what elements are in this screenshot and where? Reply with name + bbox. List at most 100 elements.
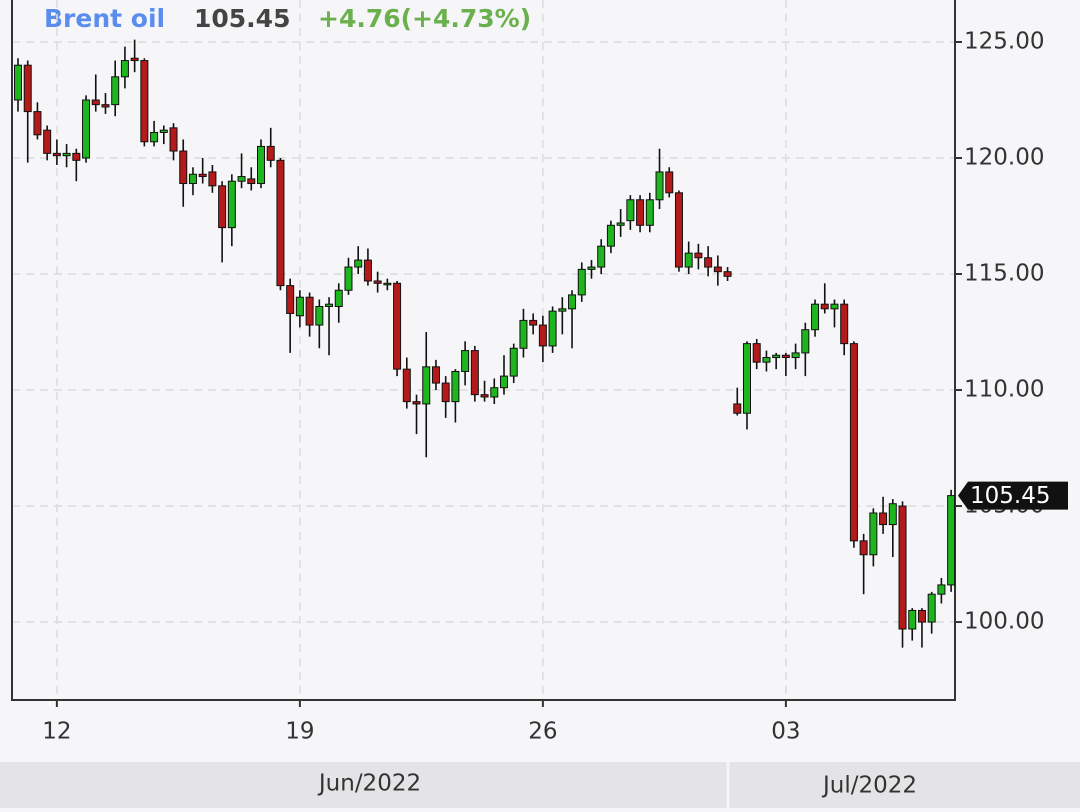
candle-body	[538, 324, 547, 347]
month-label: Jul/2022	[821, 773, 917, 799]
candle-body	[247, 178, 256, 185]
candle-body	[266, 145, 275, 161]
candle-body	[198, 173, 207, 178]
candle-body	[704, 257, 713, 268]
candle-body	[772, 354, 781, 359]
candle-body	[43, 129, 52, 154]
candle-body	[908, 609, 917, 630]
candle-body	[373, 280, 382, 284]
candle-body	[14, 64, 22, 101]
candle-body	[752, 343, 761, 363]
candle-body	[587, 266, 596, 270]
candle-body	[470, 350, 479, 396]
candle-body	[412, 401, 421, 405]
price-change: +4.76(+4.73%)	[318, 4, 531, 33]
candle-body	[655, 171, 664, 201]
candle-body	[208, 171, 217, 187]
candle-body	[354, 259, 363, 268]
candle-body	[383, 282, 392, 286]
candle-body	[830, 303, 839, 310]
candle-body	[917, 609, 926, 623]
candle-body	[947, 495, 956, 586]
candle-body	[713, 266, 722, 273]
candle-body	[140, 60, 149, 143]
candle-body	[694, 252, 703, 259]
candle-body	[363, 259, 372, 282]
candle-body	[315, 305, 324, 326]
candle-body	[743, 343, 751, 414]
candle-body	[159, 129, 168, 133]
price-marker	[958, 481, 1068, 510]
candle-body	[52, 152, 61, 157]
candle-body	[490, 387, 499, 398]
candle-body	[218, 185, 227, 229]
candle-body	[616, 222, 625, 226]
candle-body	[130, 57, 139, 62]
candle-body	[888, 503, 897, 526]
y-tick-label: 100.00	[964, 609, 1044, 635]
candle-body	[72, 152, 81, 161]
candle-body	[529, 319, 538, 326]
candle-body	[674, 192, 683, 268]
month-label: Jun/2022	[317, 771, 421, 797]
candle-body	[441, 382, 450, 403]
candle-body	[237, 176, 246, 182]
candle-body	[558, 308, 567, 312]
x-tick-label: 12	[42, 719, 71, 745]
candle-body	[606, 224, 615, 247]
candle-body	[344, 266, 353, 291]
x-tick-label: 26	[528, 719, 557, 745]
candle-body	[150, 131, 159, 143]
candle-body	[898, 505, 907, 630]
candle-body	[393, 282, 402, 370]
candle-body	[791, 352, 800, 359]
candle-body	[937, 584, 946, 595]
candle-body	[179, 150, 188, 185]
candle-body	[548, 310, 557, 347]
candle-body	[23, 64, 32, 113]
candle-body	[665, 171, 674, 194]
candle-body	[626, 199, 635, 222]
candle-body	[169, 127, 178, 152]
candle-body	[257, 145, 265, 185]
candle-body	[33, 111, 42, 136]
candle-body	[82, 99, 91, 159]
candle-body	[451, 370, 460, 403]
candle-body	[276, 159, 285, 287]
candle-body	[781, 354, 790, 359]
candle-body	[577, 268, 586, 296]
candle-body	[402, 368, 411, 403]
candle-body	[811, 303, 820, 331]
month-band	[0, 762, 1080, 808]
plot-frame	[11, 0, 956, 701]
x-tick-label: 19	[285, 719, 314, 745]
candle-body	[305, 296, 314, 326]
candle-body	[431, 366, 440, 384]
candle-body	[325, 303, 334, 307]
y-tick-label: 120.00	[964, 145, 1044, 171]
candle-body	[597, 245, 606, 268]
y-tick-label: 125.00	[964, 28, 1044, 54]
x-tick-label: 03	[771, 719, 800, 745]
candle-body	[636, 199, 645, 226]
price-marker-label: 105.45	[970, 483, 1050, 509]
candle-body	[295, 296, 304, 317]
candle-body	[733, 403, 742, 414]
candle-body	[91, 99, 100, 106]
candle-body	[762, 357, 771, 363]
candle-body	[461, 350, 470, 372]
candle-body	[869, 512, 878, 556]
candle-body	[101, 104, 110, 108]
candle-body	[111, 76, 120, 106]
candle-body	[859, 540, 868, 556]
last-price: 105.45	[194, 4, 290, 33]
candle-body	[286, 285, 295, 314]
candle-body	[840, 303, 849, 345]
candle-body	[480, 394, 489, 398]
candle-body	[723, 271, 732, 277]
candle-body	[334, 289, 343, 307]
candle-body	[519, 319, 528, 349]
candle-body	[120, 60, 129, 78]
candle-body	[188, 173, 197, 185]
candle-body	[422, 366, 431, 405]
